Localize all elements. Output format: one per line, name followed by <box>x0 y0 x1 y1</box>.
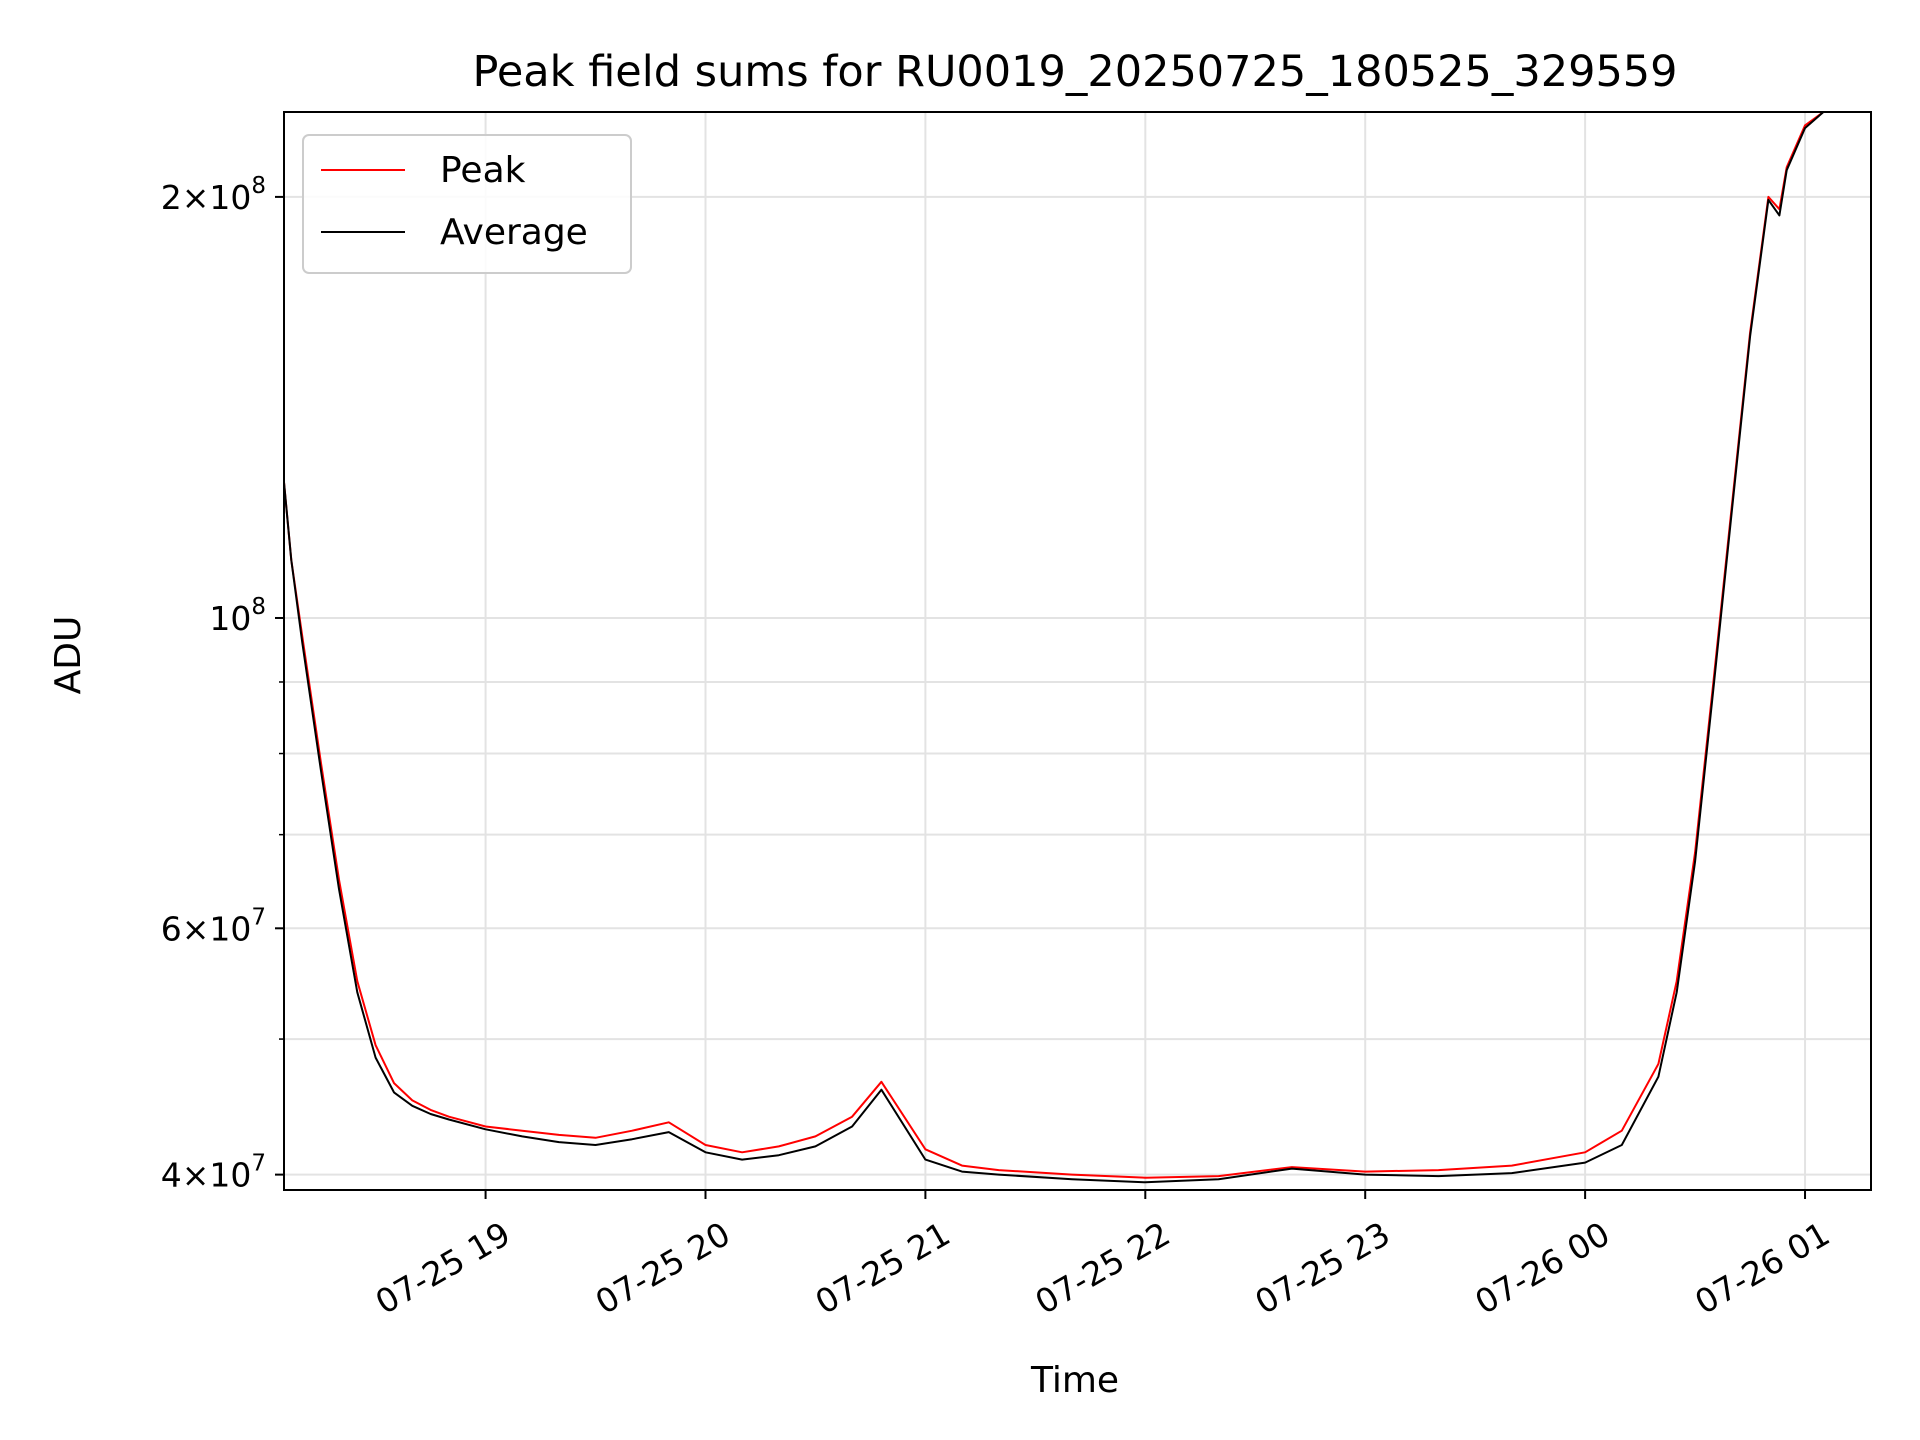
chart-title: Peak field sums for RU0019_20250725_1805… <box>472 47 1677 97</box>
series-line-average <box>284 112 1871 1184</box>
legend: Peak Average <box>302 134 632 274</box>
y-axis-label: ADU <box>48 616 89 695</box>
y-tick-label: 6×107 <box>161 904 266 948</box>
legend-label: Average <box>440 212 588 253</box>
y-tick-label: 2×108 <box>161 173 266 217</box>
legend-label: Peak <box>440 150 526 191</box>
plot-series <box>284 112 1871 1184</box>
y-tick-label: 108 <box>209 594 266 638</box>
plot-frame <box>283 111 1872 1191</box>
y-tick-label: 4×107 <box>161 1151 266 1195</box>
x-axis-label: Time <box>1030 1360 1119 1401</box>
